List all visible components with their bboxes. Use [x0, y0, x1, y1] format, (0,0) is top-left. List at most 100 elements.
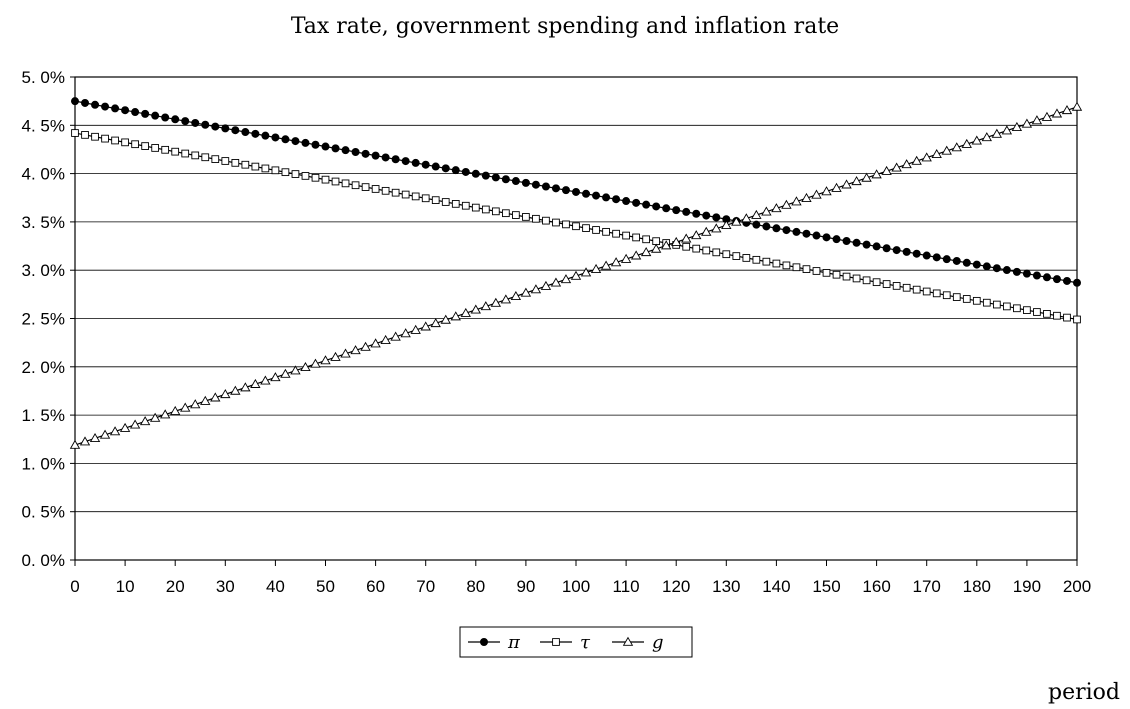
gridlines	[75, 124, 1077, 513]
data-point	[490, 297, 502, 307]
data-point	[220, 389, 231, 399]
data-point	[421, 160, 430, 169]
data-point	[471, 203, 480, 212]
data-point	[131, 108, 140, 117]
data-point	[791, 196, 802, 206]
data-point	[401, 190, 410, 199]
data-point	[291, 170, 300, 178]
data-point	[491, 173, 500, 182]
data-point	[1002, 266, 1011, 275]
x-tick-label: 200	[1063, 577, 1091, 596]
data-point	[290, 365, 301, 375]
data-point	[812, 231, 821, 240]
data-point	[1001, 125, 1013, 135]
data-point	[401, 157, 410, 166]
x-tick-label: 120	[662, 577, 690, 596]
y-tick-label: 3. 0%	[22, 261, 65, 280]
data-point	[511, 177, 520, 186]
data-point	[762, 222, 771, 231]
data-point	[460, 307, 471, 317]
data-point	[221, 124, 230, 133]
data-point	[691, 230, 702, 240]
data-point	[431, 196, 440, 204]
data-point	[181, 149, 190, 158]
data-point	[1053, 311, 1061, 320]
data-point	[951, 142, 962, 152]
data-point	[702, 211, 711, 220]
data-point	[380, 334, 391, 344]
data-point	[612, 195, 621, 204]
x-tick-label: 90	[516, 577, 535, 596]
data-point	[230, 385, 241, 395]
data-point	[812, 267, 821, 275]
data-point	[281, 135, 290, 144]
data-point	[872, 242, 881, 251]
data-point	[351, 181, 360, 190]
data-point	[752, 220, 761, 229]
data-point	[922, 251, 931, 260]
data-point	[301, 172, 310, 180]
data-point	[851, 176, 862, 186]
data-point	[701, 226, 712, 236]
data-point	[251, 162, 260, 171]
data-point	[582, 189, 591, 198]
data-point	[151, 111, 160, 120]
data-point	[632, 233, 640, 242]
y-tick-label: 1. 5%	[22, 406, 65, 425]
series-open-square	[71, 129, 1081, 324]
data-point	[251, 129, 260, 138]
data-point	[1073, 278, 1082, 287]
data-point	[81, 131, 89, 139]
data-point	[872, 278, 881, 287]
data-point	[942, 255, 951, 264]
data-point	[622, 231, 630, 240]
data-point	[862, 240, 871, 249]
data-point	[912, 285, 921, 294]
legend-entry: τ	[540, 632, 591, 653]
data-point	[562, 220, 570, 229]
data-point	[772, 259, 781, 268]
data-point	[280, 368, 291, 378]
data-point	[622, 197, 631, 206]
data-point	[902, 247, 911, 256]
data-point	[341, 146, 350, 155]
data-point	[991, 128, 1003, 138]
data-point	[811, 189, 822, 199]
data-point	[410, 324, 421, 334]
data-point	[271, 133, 280, 142]
data-point	[502, 209, 510, 218]
data-point	[971, 135, 982, 145]
data-point	[390, 331, 401, 341]
series-open-triangle	[69, 101, 1083, 449]
y-tick-label: 4. 5%	[22, 116, 65, 135]
data-point	[481, 205, 490, 214]
data-point	[441, 198, 450, 206]
y-tick-label: 2. 0%	[22, 358, 65, 377]
data-point	[732, 252, 741, 260]
data-point	[992, 300, 1001, 309]
data-point	[802, 229, 811, 238]
data-point	[291, 137, 300, 146]
data-point	[510, 290, 522, 301]
data-point	[171, 147, 180, 156]
legend-marker	[622, 636, 634, 646]
data-point	[370, 338, 381, 348]
data-point	[119, 422, 131, 432]
data-point	[512, 211, 520, 219]
data-point	[530, 284, 542, 294]
data-point	[731, 216, 742, 226]
data-point	[952, 293, 961, 301]
data-point	[400, 328, 411, 338]
data-point	[170, 405, 181, 415]
data-point	[792, 227, 801, 236]
data-point	[1071, 101, 1083, 111]
data-point	[1033, 308, 1041, 316]
data-point	[1041, 111, 1053, 121]
data-point	[922, 287, 931, 296]
data-point	[911, 155, 922, 165]
x-tick-label: 180	[963, 577, 991, 596]
data-point	[461, 167, 470, 176]
data-point	[832, 270, 841, 279]
data-point	[161, 145, 170, 154]
data-point	[491, 207, 500, 216]
